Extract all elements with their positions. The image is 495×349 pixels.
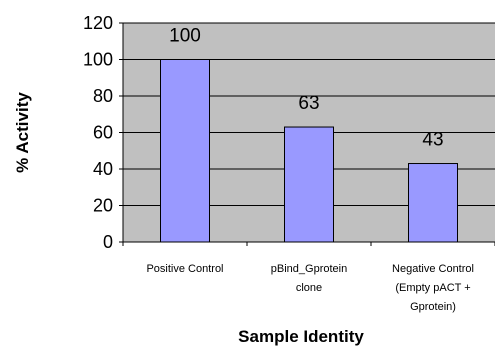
y-tick-label: 100 bbox=[83, 50, 113, 70]
y-tick-label: 120 bbox=[83, 13, 113, 33]
data-label: 63 bbox=[298, 93, 319, 114]
y-tick-label: 40 bbox=[93, 159, 113, 179]
category-label: Negative Control bbox=[392, 263, 474, 275]
x-axis-title: Sample Identity bbox=[238, 327, 364, 346]
category-label: clone bbox=[296, 282, 322, 294]
category-label: pBind_Gprotein bbox=[271, 263, 347, 275]
y-tick-labels: 0 20 40 60 80 100 120 bbox=[83, 13, 113, 252]
bars bbox=[160, 59, 458, 243]
y-tick-label: 20 bbox=[93, 196, 113, 216]
axes bbox=[119, 22, 495, 246]
y-tick-label: 80 bbox=[93, 86, 113, 106]
data-labels: 100 63 43 bbox=[169, 26, 443, 151]
y-tick-label: 0 bbox=[103, 232, 113, 252]
data-label: 43 bbox=[422, 130, 443, 151]
y-axis-title: % Activity bbox=[13, 92, 32, 173]
category-label: Positive Control bbox=[146, 263, 223, 275]
y-tick-label: 60 bbox=[93, 123, 113, 143]
bar bbox=[284, 126, 334, 243]
bar bbox=[408, 163, 458, 243]
category-label: Gprotein) bbox=[410, 301, 456, 313]
bar bbox=[160, 59, 210, 243]
category-label: (Empty pACT + bbox=[395, 282, 470, 294]
data-label: 100 bbox=[169, 26, 201, 47]
